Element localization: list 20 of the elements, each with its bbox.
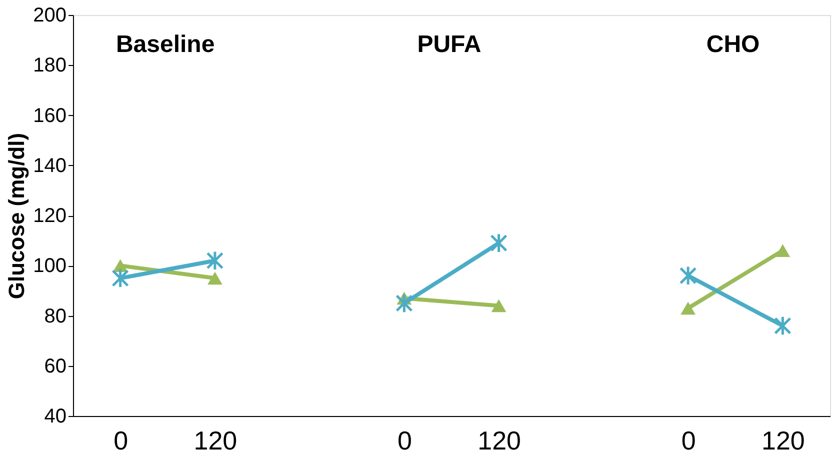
y-axis-title: Glucose (mg/dl) bbox=[4, 132, 30, 300]
annotation: PUFA bbox=[417, 31, 482, 58]
y-tick-label: 80 bbox=[44, 305, 66, 328]
y-tick-label: 100 bbox=[33, 255, 66, 278]
y-tick-label: 160 bbox=[33, 104, 66, 127]
point bbox=[775, 244, 790, 258]
x-tick-label: 0 bbox=[397, 426, 412, 456]
x-tick-label: 120 bbox=[478, 426, 522, 456]
annotation: Baseline bbox=[116, 31, 215, 58]
annotation: CHO bbox=[706, 31, 760, 58]
y-tick-label: 40 bbox=[44, 406, 66, 428]
y-tick-label: 140 bbox=[33, 154, 66, 177]
y-tick-label: 60 bbox=[44, 355, 66, 378]
x-tick-label: 0 bbox=[114, 426, 128, 456]
x-tick-label: 0 bbox=[681, 426, 696, 456]
y-tick-label: 180 bbox=[33, 54, 66, 77]
x-tick-label: 120 bbox=[761, 426, 805, 456]
y-tick-label: 120 bbox=[33, 205, 66, 227]
x-tick-label: 120 bbox=[194, 426, 238, 456]
y-tick-label: 200 bbox=[33, 4, 66, 26]
